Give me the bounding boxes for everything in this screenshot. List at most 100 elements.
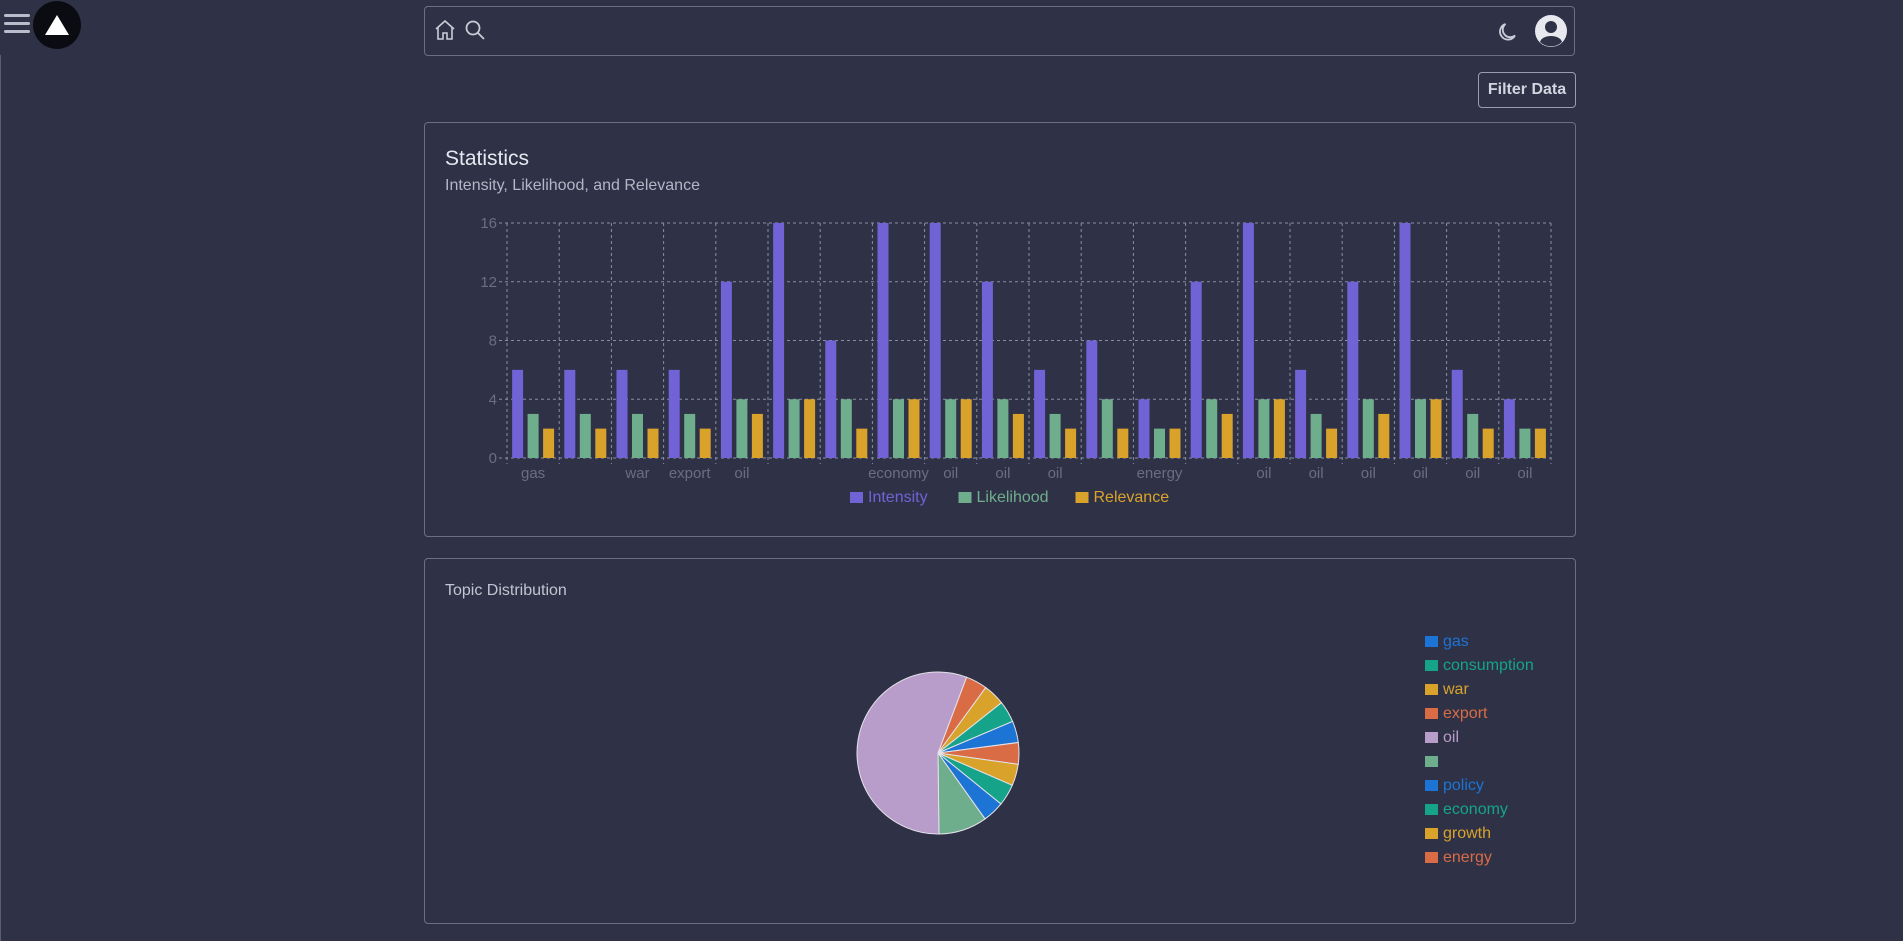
bar-likelihood [1101, 399, 1113, 458]
bar-likelihood [945, 399, 957, 458]
bar-likelihood [579, 413, 591, 458]
bar-intensity [1086, 340, 1098, 458]
bar-intensity [1138, 399, 1150, 458]
x-tick-label: oil [995, 465, 1010, 482]
topic-distribution-title: Topic Distribution [445, 582, 567, 599]
bar-likelihood [1206, 399, 1218, 458]
legend-label-likelihood: Likelihood [977, 489, 1049, 506]
statistics-card: Statistics Intensity, Likelihood, and Re… [424, 122, 1576, 537]
bar-likelihood [1415, 399, 1426, 458]
legend-label-relevance: Relevance [1094, 489, 1170, 506]
bar-intensity [1034, 369, 1046, 458]
bar-relevance [1534, 428, 1546, 458]
y-tick-label: 0 [489, 450, 497, 467]
x-tick-label: oil [1309, 465, 1324, 482]
bar-intensity [1503, 399, 1515, 458]
bar-relevance [1065, 428, 1077, 458]
legend-swatch [1425, 684, 1438, 695]
x-tick-label: war [624, 465, 649, 482]
sidebar-edge [0, 55, 1, 941]
legend-label-intensity: Intensity [868, 489, 928, 506]
legend-swatch [1425, 828, 1438, 839]
legend-swatch [1425, 708, 1438, 719]
legend-label: gas [1443, 633, 1469, 650]
search-icon[interactable] [463, 18, 487, 47]
bar-likelihood [1467, 413, 1479, 458]
bar-relevance [1221, 413, 1233, 458]
x-tick-label: gas [521, 465, 545, 482]
bar-relevance [1273, 399, 1285, 458]
bar-intensity [1399, 223, 1411, 458]
bar-likelihood [527, 413, 539, 458]
bar-intensity [929, 223, 941, 458]
bar-intensity [512, 369, 524, 458]
legend-label: consumption [1443, 657, 1534, 674]
filter-data-button[interactable]: Filter Data [1478, 72, 1576, 108]
bar-likelihood [840, 399, 852, 458]
bar-relevance [960, 399, 972, 458]
bar-likelihood [684, 413, 696, 458]
topic-pie-chart: gas consumption war export oil policy economy g… [856, 633, 1534, 866]
bar-intensity [668, 369, 680, 458]
legend-label: policy [1443, 777, 1484, 794]
bar-relevance [856, 428, 868, 458]
bar-intensity [773, 223, 785, 458]
bar-relevance [1012, 413, 1024, 458]
legend-label: oil [1443, 729, 1459, 746]
bar-likelihood [1310, 413, 1322, 458]
x-tick-label: energy [1137, 465, 1183, 482]
bar-intensity [1451, 369, 1463, 458]
bar-relevance [1482, 428, 1494, 458]
x-tick-label: oil [943, 465, 958, 482]
bar-intensity [564, 369, 576, 458]
bar-likelihood [1258, 399, 1270, 458]
x-tick-label: oil [1361, 465, 1376, 482]
bar-relevance [1117, 428, 1129, 458]
bar-intensity [825, 340, 837, 458]
bar-relevance [751, 413, 763, 458]
bar-likelihood [893, 399, 904, 458]
bar-intensity [981, 281, 993, 458]
top-search-bar [424, 6, 1575, 56]
x-tick-label: oil [734, 465, 749, 482]
bar-intensity [720, 281, 732, 458]
bar-likelihood [1049, 413, 1061, 458]
bar-relevance [595, 428, 607, 458]
topic-distribution-card: Topic Distribution gas consumption war expo… [424, 558, 1576, 924]
statistics-bar-chart: 0 4 8 12 16 gas war export oil economy oil oil oil en… [480, 215, 1552, 506]
y-tick-label: 16 [480, 215, 497, 232]
x-tick-label: economy [868, 465, 929, 482]
x-tick-label: oil [1517, 465, 1532, 482]
home-icon[interactable] [433, 18, 457, 47]
statistics-title: Statistics [445, 147, 530, 170]
bar-relevance [1430, 399, 1442, 458]
triangle-logo-icon[interactable] [33, 1, 81, 49]
bar-relevance [543, 428, 555, 458]
legend-swatch [958, 492, 972, 503]
legend-swatch [1425, 732, 1438, 743]
legend-swatch [1075, 492, 1089, 503]
hamburger-menu-icon[interactable] [4, 14, 30, 36]
y-tick-label: 4 [489, 391, 497, 408]
bar-likelihood [736, 399, 748, 458]
bar-intensity [1347, 281, 1359, 458]
bar-relevance [804, 399, 816, 458]
bar-likelihood [788, 399, 800, 458]
legend-swatch [1425, 756, 1438, 767]
bar-intensity [1242, 223, 1254, 458]
statistics-subtitle: Intensity, Likelihood, and Relevance [445, 177, 700, 194]
user-avatar-icon[interactable] [1534, 14, 1568, 53]
legend-label: energy [1443, 849, 1492, 866]
bar-likelihood [997, 399, 1009, 458]
bar-intensity [616, 369, 628, 458]
bar-likelihood [632, 413, 643, 458]
y-tick-label: 12 [480, 274, 497, 291]
legend-label: war [1442, 681, 1469, 698]
legend-label: economy [1443, 801, 1508, 818]
bar-relevance [647, 428, 659, 458]
bar-relevance [908, 399, 920, 458]
moon-icon[interactable] [1496, 20, 1520, 49]
legend-swatch [1425, 804, 1438, 815]
x-tick-label: export [669, 465, 712, 482]
bar-likelihood [1154, 428, 1165, 458]
